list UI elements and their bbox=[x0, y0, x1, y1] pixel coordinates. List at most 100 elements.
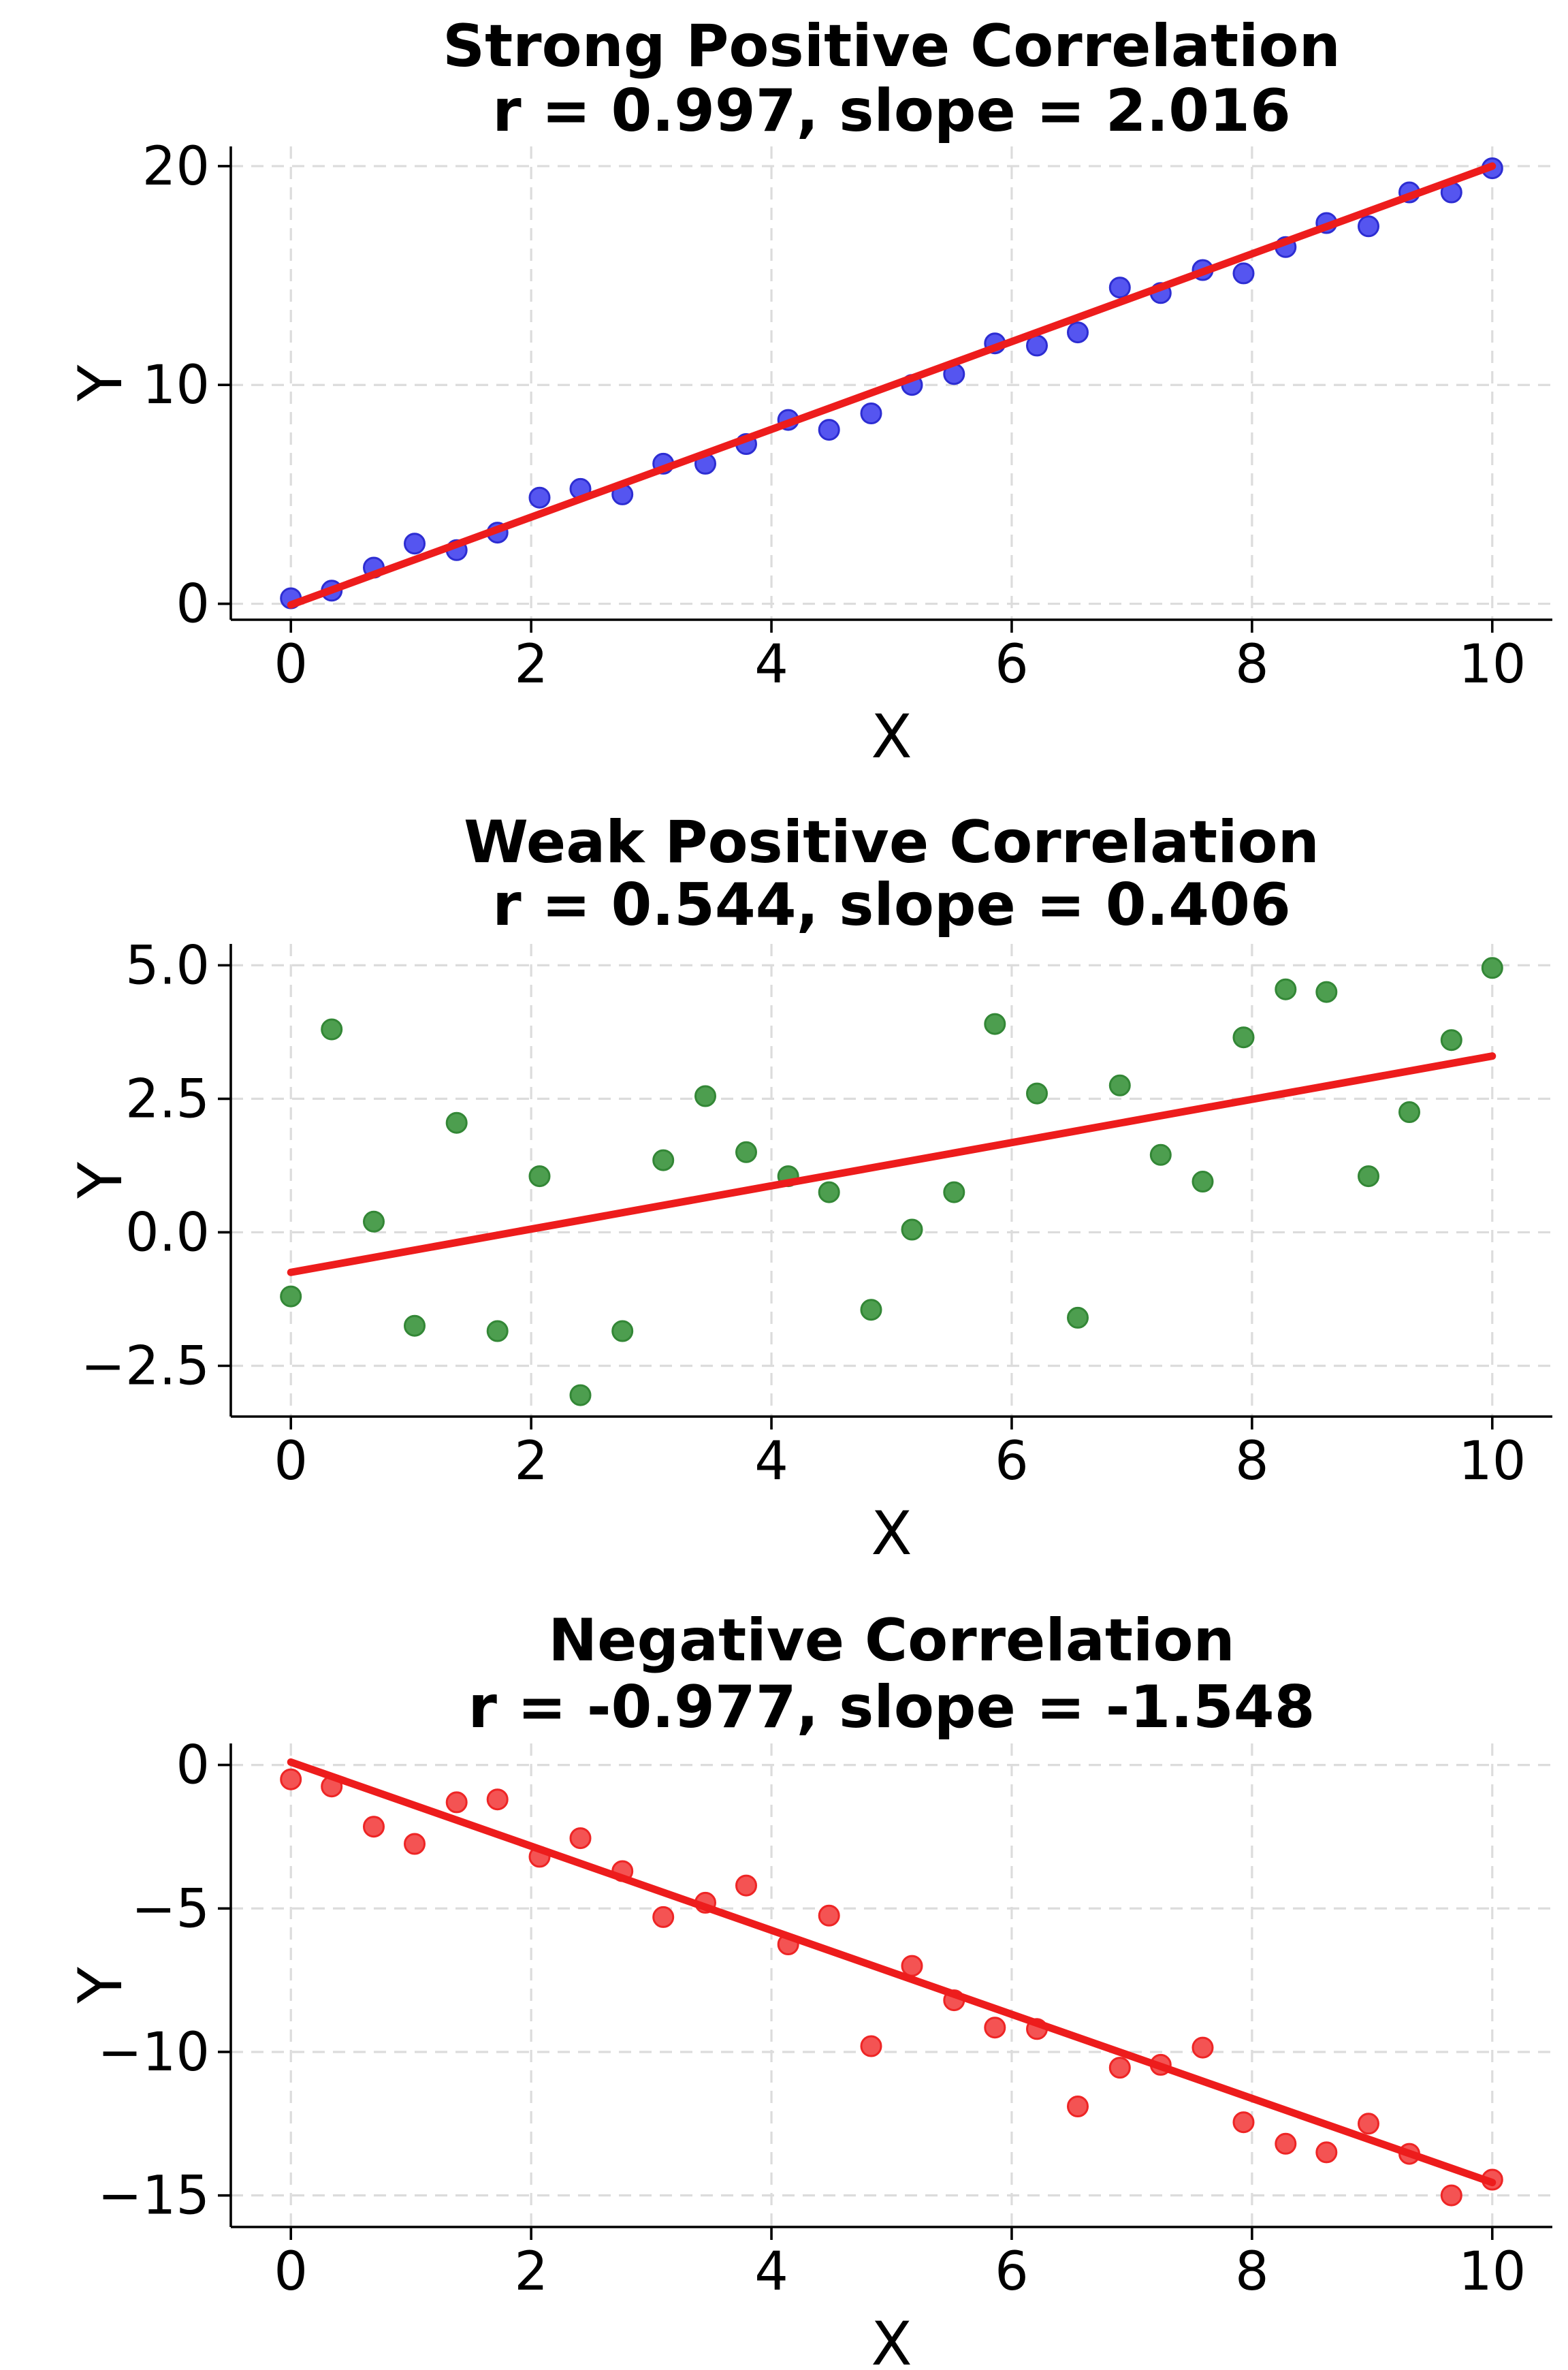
scatter-point bbox=[404, 533, 426, 555]
x-tick-label: 4 bbox=[754, 634, 788, 695]
y-tick-label: −5 bbox=[131, 1878, 210, 1940]
scatter-point bbox=[860, 1299, 882, 1321]
scatter-point bbox=[860, 402, 882, 424]
y-tick-label: 0 bbox=[176, 1735, 210, 1797]
x-tick-label: 4 bbox=[754, 1431, 788, 1492]
chart-subtitle: r = -0.977, slope = -1.548 bbox=[468, 1673, 1315, 1741]
scatter-point bbox=[860, 2035, 882, 2057]
scatter-point bbox=[901, 1218, 923, 1241]
y-tick-label: 0.0 bbox=[125, 1202, 210, 1263]
x-tick-label: 6 bbox=[995, 2241, 1029, 2303]
scatter-point bbox=[528, 486, 551, 509]
scatter-point bbox=[404, 1833, 426, 1855]
y-axis-label: Y bbox=[65, 1162, 135, 1199]
y-tick-label: 2.5 bbox=[125, 1069, 210, 1130]
scatter-point bbox=[1026, 1082, 1048, 1105]
scatter-point bbox=[1067, 321, 1089, 344]
scatter-point bbox=[1275, 978, 1297, 1000]
y-tick-label: 10 bbox=[142, 355, 210, 416]
chart-title: Negative Correlation bbox=[548, 1607, 1235, 1675]
scatter-point bbox=[1398, 1101, 1420, 1123]
scatter-point bbox=[280, 1768, 302, 1790]
regression-line bbox=[287, 1758, 1497, 2187]
chart-title: Weak Positive Correlation bbox=[464, 808, 1319, 876]
scatter-point bbox=[445, 1791, 468, 1814]
scatter-point bbox=[486, 1320, 509, 1342]
scatter-point bbox=[694, 1085, 716, 1107]
x-tick-label: 0 bbox=[274, 2241, 308, 2303]
x-tick-label: 10 bbox=[1458, 2241, 1526, 2303]
chart-subtitle: r = 0.544, slope = 0.406 bbox=[492, 871, 1291, 939]
subplot-3: 0 2 4 6 8 10 0 −5 −10 −15 X Y Negative Correlationr … bbox=[65, 1607, 1552, 2370]
scatter-point bbox=[1149, 1143, 1172, 1166]
subplot-2: 0 2 4 6 8 10 5.0 2.5 0.0 −2.5 X Y Weak Positive Corr… bbox=[65, 808, 1552, 1568]
scatter-point bbox=[1108, 1074, 1131, 1096]
scatter-point bbox=[280, 1285, 302, 1308]
x-axis-label: X bbox=[871, 1498, 912, 1568]
scatter-point bbox=[901, 1955, 923, 1977]
scatter-point bbox=[611, 1320, 634, 1342]
scatter-point bbox=[1481, 957, 1503, 979]
scatter-point bbox=[404, 1314, 426, 1337]
x-tick-label: 10 bbox=[1458, 1431, 1526, 1492]
scatter-point bbox=[569, 1384, 592, 1406]
scatter-point bbox=[984, 1013, 1006, 1035]
scatter-point bbox=[735, 1874, 757, 1897]
x-tick-label: 4 bbox=[754, 2241, 788, 2303]
scatter-point bbox=[984, 2017, 1006, 2039]
y-tick-label: −10 bbox=[97, 2022, 210, 2083]
scatter-point bbox=[363, 1816, 385, 1838]
scatter-point bbox=[1067, 1306, 1089, 1329]
chart-title: Strong Positive Correlation bbox=[443, 12, 1341, 80]
scatter-point bbox=[1232, 1026, 1255, 1049]
scatter-point bbox=[1315, 2141, 1338, 2164]
y-tick-label: 20 bbox=[142, 136, 210, 198]
scatter-point bbox=[1108, 2057, 1131, 2079]
chart-subtitle: r = 0.997, slope = 2.016 bbox=[492, 77, 1291, 145]
scatter-point bbox=[1358, 2113, 1379, 2135]
scatter-point bbox=[735, 1141, 757, 1163]
regression-line bbox=[287, 1052, 1497, 1276]
scatter-point bbox=[1440, 2184, 1462, 2207]
scatter-point bbox=[1232, 262, 1255, 285]
scatter-point bbox=[1358, 1165, 1379, 1188]
x-tick-label: 10 bbox=[1458, 634, 1526, 695]
regression-line bbox=[287, 162, 1497, 609]
scatter-point bbox=[943, 1181, 965, 1203]
scatter-point bbox=[818, 1181, 840, 1203]
subplot-1: 0 2 4 6 8 10 0 10 20 X Y Strong Positive Correlatio… bbox=[65, 12, 1552, 772]
y-axis-label: Y bbox=[65, 1967, 135, 2004]
scatter-point bbox=[1358, 215, 1379, 238]
y-tick-label: −2.5 bbox=[81, 1336, 210, 1397]
scatter-point bbox=[528, 1165, 551, 1188]
y-tick-label: 5.0 bbox=[125, 935, 210, 996]
scatter-point bbox=[321, 1018, 343, 1041]
x-axis-label: X bbox=[871, 2309, 912, 2370]
scatter-point bbox=[1108, 276, 1131, 299]
scatter-point bbox=[1191, 1171, 1214, 1192]
scatter-point bbox=[1275, 2132, 1297, 2155]
scatter-point bbox=[652, 1906, 675, 1928]
scatter-point bbox=[486, 1788, 509, 1811]
y-axis-label: Y bbox=[65, 364, 135, 402]
scatter-point bbox=[445, 1111, 468, 1134]
x-tick-label: 0 bbox=[274, 634, 308, 695]
x-tick-label: 2 bbox=[514, 1431, 548, 1492]
scatter-point bbox=[569, 1827, 592, 1850]
scatter-point bbox=[1191, 2036, 1214, 2059]
x-tick-label: 2 bbox=[514, 2241, 548, 2303]
scatter-point bbox=[818, 1904, 840, 1927]
x-axis-label: X bbox=[871, 701, 912, 772]
y-tick-label: 0 bbox=[176, 574, 210, 635]
scatter-point bbox=[652, 1149, 675, 1171]
scatter-point bbox=[363, 1210, 385, 1233]
x-tick-label: 8 bbox=[1235, 1431, 1269, 1492]
x-tick-label: 8 bbox=[1235, 634, 1269, 695]
scatter-point bbox=[1232, 2111, 1255, 2134]
y-tick-label: −15 bbox=[97, 2166, 210, 2227]
x-tick-label: 6 bbox=[995, 1431, 1029, 1492]
x-tick-label: 8 bbox=[1235, 2241, 1269, 2303]
scatter-point bbox=[1315, 981, 1338, 1003]
scatter-point bbox=[1067, 2096, 1089, 2117]
